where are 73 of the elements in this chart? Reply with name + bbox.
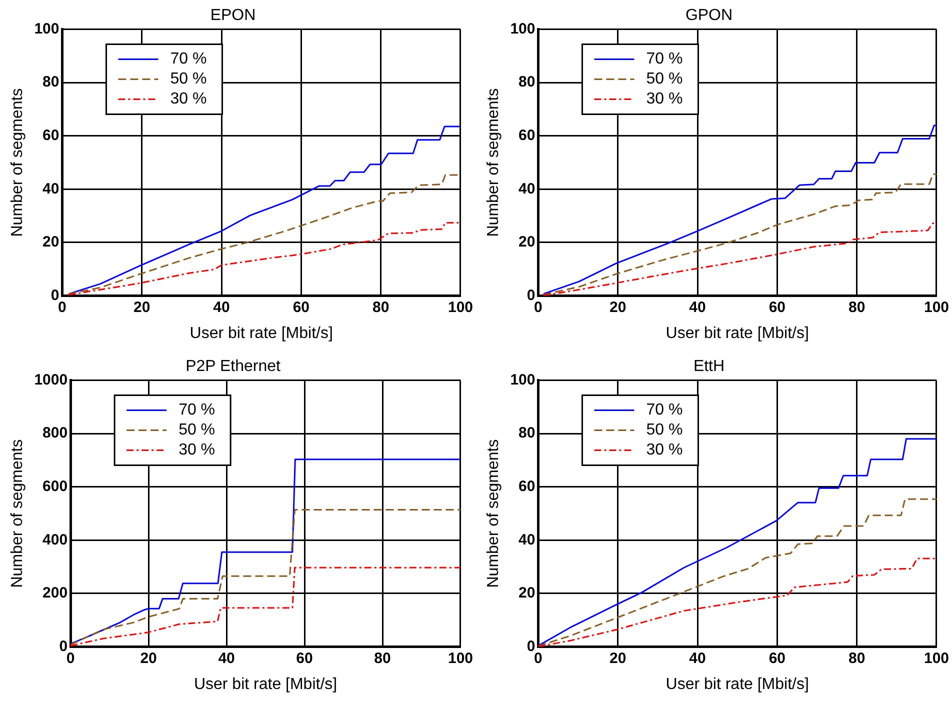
y-tick-label: 20 [42,234,60,251]
y-tick-label: 20 [518,584,536,602]
y-axis-title: Number of segments [9,439,26,588]
y-tick-label: 0 [526,638,536,655]
legend-label: 30 % [178,442,216,459]
y-tick-label: 40 [518,531,536,548]
x-tick-label: 80 [372,298,390,316]
x-axis-title: User bit rate [Mbit/s] [666,324,809,342]
x-tick-label: 40 [689,298,706,316]
y-tick-label: 40 [518,180,536,198]
x-tick-label: 100 [924,650,949,667]
line-series [542,173,936,296]
legend-label: 50 % [178,422,216,439]
line-series [68,174,460,295]
x-tick-label: 80 [848,298,866,316]
legend-label: 70 % [646,50,683,68]
x-axis-title: User bit rate [Mbit/s] [190,324,333,342]
y-tick-label: 100 [510,371,536,388]
x-tick-label: 80 [848,650,866,667]
line-series [542,222,936,296]
x-tick-label: 40 [218,650,235,667]
chart-title: EttH [693,358,725,376]
y-tick-label: 600 [42,478,68,495]
y-axis-title: Number of segments [9,88,26,237]
y-tick-label: 100 [34,20,60,38]
x-tick-label: 100 [448,298,473,316]
x-axis-title: User bit rate [Mbit/s] [666,676,809,693]
x-tick-label: 20 [134,298,150,316]
y-tick-label: 0 [59,638,68,655]
y-tick-label: 40 [42,180,60,198]
x-tick-label: 40 [689,650,706,667]
chart-title: EPON [210,7,256,24]
y-axis-title: Number of segments [485,439,502,588]
y-tick-label: 60 [518,478,536,495]
x-axis-title: User bit rate [Mbit/s] [194,676,338,693]
chart-title: GPON [685,7,733,24]
legend-label: 30 % [646,442,683,459]
y-tick-label: 0 [526,286,536,304]
x-tick-label: 100 [924,298,949,316]
y-tick-label: 400 [42,531,68,548]
y-tick-label: 0 [50,286,60,304]
line-series [68,222,460,296]
x-tick-label: 100 [448,650,473,667]
legend-label: 50 % [646,422,683,439]
legend-label: 50 % [646,70,683,88]
x-tick-label: 60 [296,650,313,667]
y-tick-label: 80 [42,74,60,91]
legend-label: 50 % [170,70,207,88]
x-tick-label: 60 [292,298,310,316]
y-tick-label: 800 [42,424,68,442]
x-tick-label: 20 [140,650,157,667]
x-tick-label: 20 [610,650,626,667]
x-tick-label: 20 [610,298,626,316]
y-tick-label: 80 [518,424,536,442]
x-tick-label: 60 [768,298,786,316]
y-tick-label: 60 [42,126,60,144]
x-tick-label: 40 [213,298,230,316]
legend-label: 70 % [178,402,216,419]
y-tick-label: 1000 [34,371,68,388]
y-tick-label: 200 [42,584,68,602]
y-axis-title: Number of segments [485,88,502,237]
y-tick-label: 20 [518,234,536,251]
legend-label: 30 % [646,90,683,108]
y-tick-label: 100 [510,20,536,38]
x-tick-label: 60 [768,650,786,667]
y-tick-label: 80 [518,74,536,91]
line-series [70,509,460,646]
x-tick-label: 80 [374,650,391,667]
y-tick-label: 60 [518,126,536,144]
legend-label: 70 % [646,402,683,419]
legend-label: 30 % [170,90,207,108]
chart-title: P2P Ethernet [186,358,281,376]
legend-label: 70 % [170,50,207,68]
